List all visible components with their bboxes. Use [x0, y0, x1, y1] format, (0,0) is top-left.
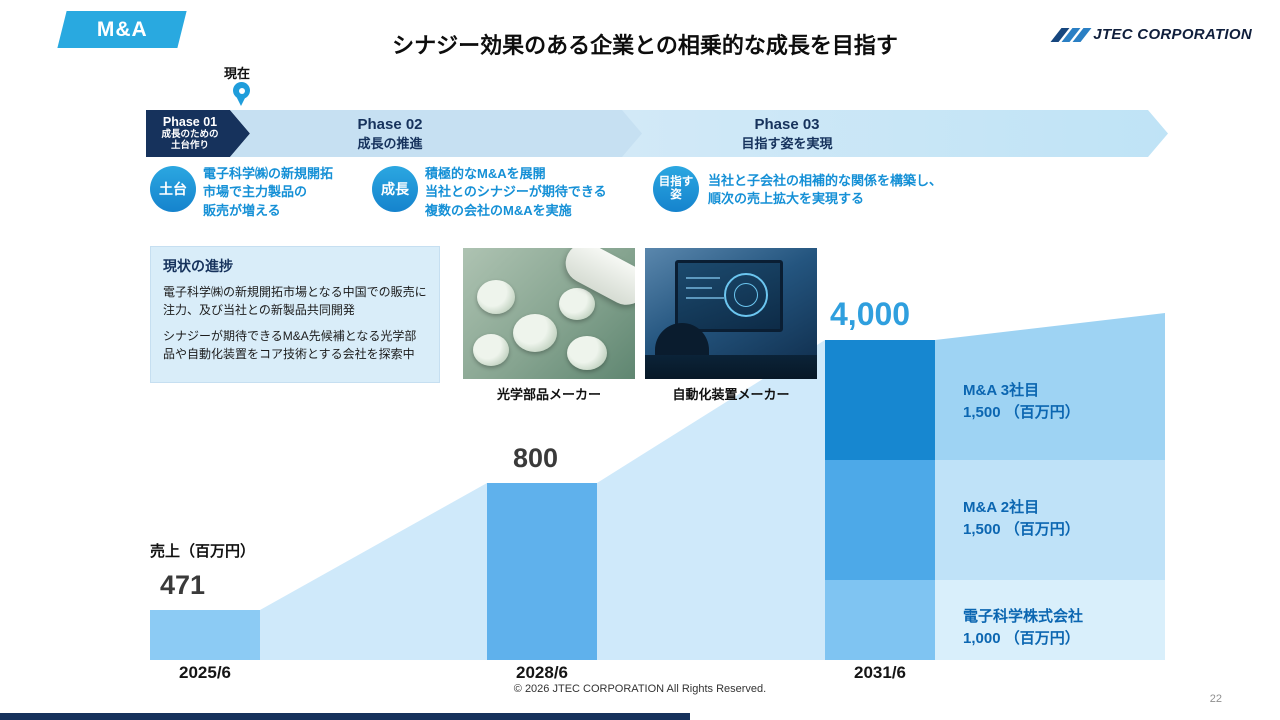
xlabel-2031: 2031/6	[854, 663, 906, 682]
optical-parts-photo	[463, 248, 635, 379]
point-growth-text: 積極的なM&Aを展開 当社とのシナジーが期待できる 複数の会社のM&Aを実施	[425, 166, 607, 218]
phase3-arrow: Phase 03 目指す姿を実現	[622, 110, 1168, 157]
page-number: 22	[1209, 693, 1222, 705]
phase3-text: Phase 03 目指す姿を実現	[677, 116, 897, 152]
value-2025: 471	[160, 570, 206, 600]
petri-dish	[567, 336, 607, 370]
ma-tag-label: M&A	[96, 17, 148, 41]
blueprint-gear	[724, 273, 768, 317]
bottom-accent-strip	[0, 713, 690, 720]
blueprint-line	[686, 277, 720, 279]
ma-tag: M&A	[57, 11, 187, 48]
phase1-label: Phase 01	[162, 114, 218, 129]
value-2031: 4,000	[830, 296, 911, 332]
badge-foundation: 土台	[150, 166, 196, 212]
bar-2031-top	[825, 340, 935, 460]
petri-dish	[513, 314, 557, 352]
monitor	[675, 260, 783, 332]
petri-dish	[477, 280, 515, 314]
badge-growth: 成長	[372, 166, 418, 212]
phase1-desc: 成長のための 土台作り	[161, 128, 219, 152]
phase2-text: Phase 02 成長の推進	[290, 116, 490, 152]
progress-title: 現状の進捗	[163, 258, 233, 274]
segment-label-ma3: M&A 3社目 1,500 （百万円）	[963, 382, 1080, 421]
segment-label-denshi: 電子科学株式会社 1,000 （百万円）	[963, 608, 1084, 647]
jtec-logo-icon	[1050, 27, 1092, 42]
bar-2031-middle	[825, 460, 935, 580]
progress-para-1: 電子科学㈱の新規開拓市場となる中国での販売に注力、及び当社との新製品共同開発	[163, 285, 427, 317]
petri-dish	[473, 334, 509, 366]
blueprint-line	[686, 287, 712, 289]
band-denshi	[935, 580, 1165, 660]
value-2028: 800	[513, 443, 559, 473]
automation-photo	[645, 248, 817, 379]
band-ma2	[935, 460, 1165, 580]
chart-axis-label: 売上（百万円）	[150, 543, 256, 560]
progress-box: 現状の進捗 電子科学㈱の新規開拓市場となる中国での販売に注力、及び当社との新製品…	[150, 246, 440, 383]
xlabel-2025: 2025/6	[179, 663, 231, 682]
phase1-arrow: Phase 01 成長のための 土台作り	[146, 110, 250, 157]
location-pin-icon	[233, 82, 250, 106]
now-label: 現在	[224, 66, 251, 81]
point-foundation-text: 電子科学㈱の新規開拓 市場で主力製品の 販売が増える	[203, 166, 334, 218]
phase3-label: Phase 03	[754, 115, 820, 133]
jtec-logo-text: JTEC CORPORATION	[1093, 26, 1252, 43]
page-title: シナジー効果のある企業との相乗的な成長を目指す	[392, 33, 898, 58]
badge-goal: 目指す 姿	[653, 166, 699, 212]
phase2-label: Phase 02	[357, 115, 423, 133]
desk	[645, 355, 817, 379]
phase3-desc: 目指す姿を実現	[741, 135, 833, 151]
chart-area-2028-2031	[597, 340, 825, 660]
progress-para-2: シナジーが期待できるM&A先候補となる光学部品や自動化装置をコア技術とする会社を…	[163, 329, 417, 361]
jtec-logo: JTEC CORPORATION	[1050, 26, 1252, 43]
blueprint-line	[686, 297, 724, 299]
optical-parts-caption: 光学部品メーカー	[496, 387, 601, 402]
petri-dish	[559, 288, 595, 320]
automation-caption: 自動化装置メーカー	[672, 387, 790, 402]
point-goal-text: 当社と子会社の相補的な関係を構築し、 順次の売上拡大を実現する	[708, 173, 943, 207]
band-ma3	[935, 313, 1165, 460]
copyright: © 2026 JTEC CORPORATION All Rights Reser…	[513, 683, 767, 695]
phase1-text: Phase 01 成長のための 土台作り	[146, 115, 234, 153]
bar-2031-bottom	[825, 580, 935, 660]
bar-2025	[150, 610, 260, 660]
phase2-desc: 成長の推進	[357, 135, 423, 151]
bar-2028	[487, 483, 597, 660]
phase2-arrow: Phase 02 成長の推進	[230, 110, 644, 157]
chart-area-2025-2028	[260, 483, 487, 660]
xlabel-2028: 2028/6	[516, 663, 568, 682]
segment-label-ma2: M&A 2社目 1,500 （百万円）	[963, 499, 1080, 538]
